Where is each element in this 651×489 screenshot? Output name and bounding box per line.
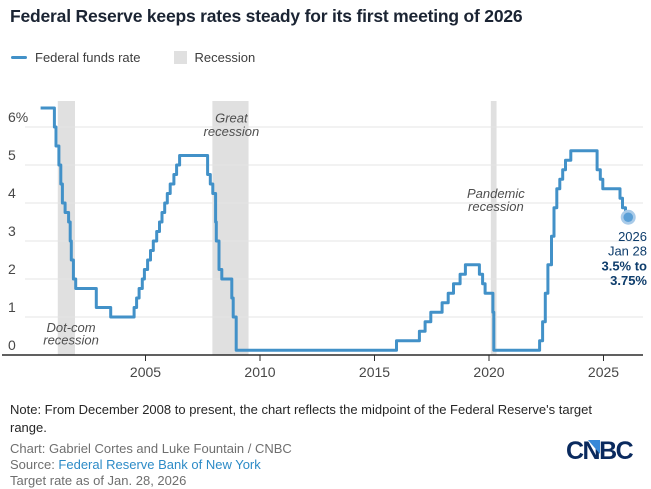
recession-band bbox=[490, 101, 497, 355]
latest-value-dot bbox=[623, 212, 634, 223]
source-link[interactable]: Federal Reserve Bank of New York bbox=[58, 457, 261, 472]
x-axis-label: 2010 bbox=[244, 364, 275, 380]
cnbc-peacock-icon bbox=[588, 440, 600, 454]
recession-annotation: recession bbox=[468, 199, 524, 214]
recession-annotation: Dot-com bbox=[47, 320, 96, 335]
chart-legend: Federal funds rate Recession bbox=[11, 50, 255, 65]
y-axis-label: 5 bbox=[8, 147, 16, 163]
x-axis-label: 2015 bbox=[359, 364, 390, 380]
page-title: Federal Reserve keeps rates steady for i… bbox=[10, 6, 523, 26]
legend-item-fed-funds: Federal funds rate bbox=[11, 50, 141, 65]
y-axis-label: 1 bbox=[8, 299, 16, 315]
y-axis-label: 3 bbox=[8, 223, 16, 239]
fed-funds-rate-line bbox=[40, 106, 629, 352]
recession-annotation: Great bbox=[215, 110, 249, 125]
legend-label-fed-funds: Federal funds rate bbox=[35, 50, 141, 65]
latest-value-label: 3.5% to bbox=[601, 258, 647, 273]
y-axis-label: 0 bbox=[8, 337, 16, 353]
chart-credit: Chart: Gabriel Cortes and Luke Fountain … bbox=[10, 441, 292, 456]
cnbc-logo: CNBC bbox=[566, 437, 642, 465]
latest-value-label: 3.75% bbox=[610, 273, 647, 288]
latest-value-label: Jan 28 bbox=[608, 244, 647, 259]
y-axis-label: 4 bbox=[8, 185, 16, 201]
recession-annotation: recession bbox=[43, 333, 99, 348]
source-label: Source: bbox=[10, 457, 59, 472]
recession-annotation: recession bbox=[204, 124, 260, 139]
legend-item-recession: Recession bbox=[173, 50, 256, 65]
recession-band bbox=[212, 101, 249, 355]
x-axis-label: 2020 bbox=[473, 364, 504, 380]
chart-note: Note: From December 2008 to present, the… bbox=[10, 402, 592, 435]
legend-label-recession: Recession bbox=[194, 50, 256, 65]
x-axis-label: 2025 bbox=[588, 364, 619, 380]
y-axis-label: 6% bbox=[8, 109, 28, 125]
target-rate-note: Target rate as of Jan. 28, 2026 bbox=[10, 473, 187, 488]
x-axis-label: 2005 bbox=[130, 364, 161, 380]
y-axis-label: 2 bbox=[8, 261, 16, 277]
recession-swatch-icon bbox=[173, 51, 187, 64]
source-line: Source: Federal Reserve Bank of New York bbox=[10, 457, 261, 472]
latest-value-label: 2026 bbox=[618, 229, 647, 244]
recession-annotation: Pandemic bbox=[467, 186, 525, 201]
line-swatch-icon bbox=[11, 55, 27, 60]
